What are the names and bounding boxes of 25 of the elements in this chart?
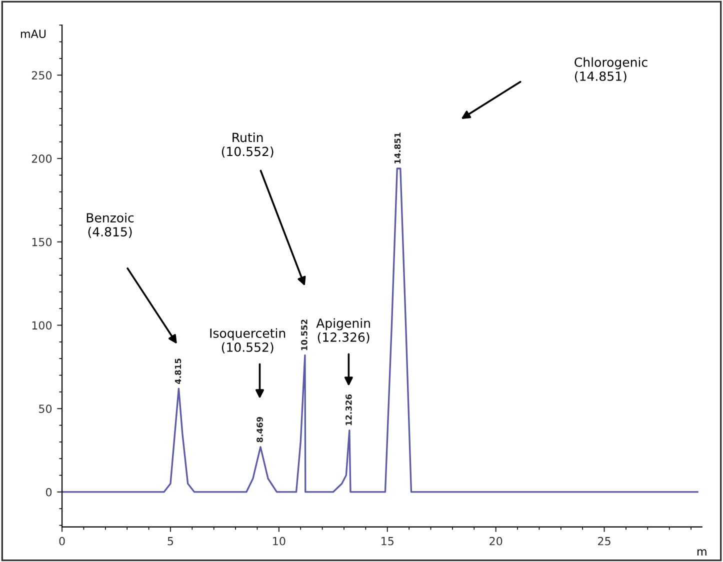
x-tick-label: 20 <box>490 536 502 546</box>
annotation: 14.851 <box>394 132 401 164</box>
x-axis-title: m <box>697 549 706 556</box>
annotation: Chlorogenic (14.851) <box>574 57 648 82</box>
annotation: Rutin (10.552) <box>222 132 274 158</box>
y-axis-title: mAU <box>20 30 46 38</box>
x-tick-label: 5 <box>168 537 174 546</box>
annotation: 12.326 <box>346 394 352 426</box>
annotation: Apigenin (12.326) <box>316 318 370 344</box>
x-tick-label: 0 <box>59 536 65 546</box>
annotation: 10.552 <box>301 320 308 350</box>
y-tick-label: 100 <box>32 321 52 330</box>
x-tick-label: 10 <box>273 536 286 546</box>
x-tick-label: 15 <box>382 537 394 546</box>
annotation: Benzoic (4.815) <box>86 212 134 238</box>
x-tick-label: 25 <box>598 536 610 546</box>
y-tick-label: 250 <box>32 71 52 80</box>
annotation: Isoquercetin (10.552) <box>210 328 286 354</box>
annotation: 8.469 <box>256 416 263 442</box>
y-tick-label: 0 <box>46 488 52 496</box>
y-tick-label: 150 <box>32 238 52 246</box>
y-tick-label: 200 <box>32 154 52 163</box>
y-tick-label: 50 <box>39 404 52 413</box>
annotation: 4.815 <box>174 358 182 384</box>
line-series <box>62 168 698 493</box>
